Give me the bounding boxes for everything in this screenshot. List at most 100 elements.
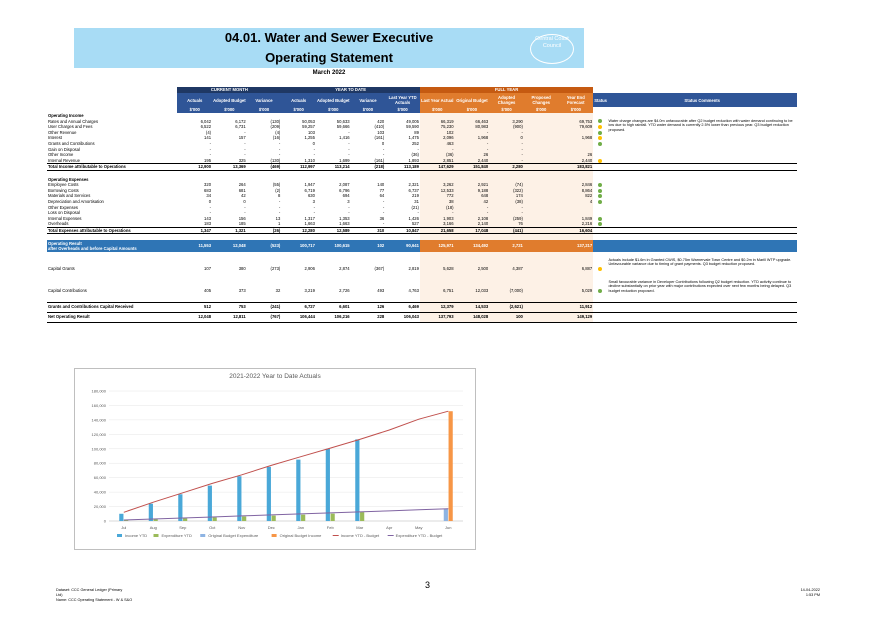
cell-value: 463 xyxy=(419,140,455,147)
cell-value: (18) xyxy=(419,204,455,211)
cell-value: (26) xyxy=(246,226,282,235)
footer-line: Ltd) xyxy=(56,593,63,597)
row-label: Total Expenses attributable to Operation… xyxy=(47,226,178,235)
cell-value: 11,553 xyxy=(177,240,213,253)
header-spacer xyxy=(593,107,797,113)
cell-value: 143 xyxy=(204,215,212,221)
amber-status-icon xyxy=(598,158,603,163)
cell-value: - xyxy=(382,204,385,210)
table-row: Internal Revenue 195 325 (130) 1,310 1,699 (16… xyxy=(47,157,797,164)
cell-value: 42 xyxy=(241,193,246,199)
bar-income-ytd xyxy=(325,448,330,521)
cell-value: 50,053 xyxy=(302,118,315,124)
cell-value xyxy=(523,182,559,188)
header-spacer xyxy=(47,93,178,107)
status-cell xyxy=(593,240,608,253)
status-cell xyxy=(593,158,607,164)
column-header: Actuals xyxy=(177,93,213,107)
table-row: User Charges and Fees 6,522 6,731 (209) 59,2… xyxy=(47,124,797,130)
row-label: Total Income attributable to Operations xyxy=(47,163,178,171)
status-comment xyxy=(607,311,797,323)
cell-value: - xyxy=(244,129,246,135)
cell-value: - xyxy=(209,210,212,216)
cell-value: 16,604 xyxy=(558,226,594,235)
green-status-icon xyxy=(598,199,603,204)
footer-time: 1:53 PM xyxy=(805,593,820,597)
cell-value: 1 xyxy=(277,221,281,227)
cell-value: 103 xyxy=(307,129,315,135)
cell-value: 2,721 xyxy=(489,240,524,253)
cell-value: 2,321 xyxy=(408,182,419,188)
report-title: 04.01. Water and Sewer Executive xyxy=(224,30,434,45)
cell-value: (322) xyxy=(489,187,524,194)
column-unit: $'000 xyxy=(212,107,247,113)
cell-value: - xyxy=(454,140,490,147)
status-cell xyxy=(593,301,608,313)
cell-value: 1,347 xyxy=(177,226,213,235)
cell-value: (410) xyxy=(374,124,385,130)
table-row: Other Income - - - - - - (36) (36) 26-26 xyxy=(47,152,797,158)
column-unit: $'000 xyxy=(385,107,420,113)
cell-value: 325 xyxy=(238,157,246,163)
cell-value: 12,379 xyxy=(419,301,455,313)
cell-value xyxy=(523,124,559,130)
cell-value: (38) xyxy=(489,198,524,205)
row-label: Employee Costs xyxy=(48,182,79,188)
cell-value: - xyxy=(489,146,524,153)
cell-value xyxy=(419,233,455,241)
cell-value: - xyxy=(417,210,419,216)
cell-value: 753 xyxy=(212,301,247,313)
green-status-icon xyxy=(598,119,603,124)
cell-value: 3,219 xyxy=(304,287,315,293)
cell-value: 183,821 xyxy=(558,163,594,171)
cell-value: 12,048 xyxy=(212,240,247,253)
line-income-ytd-budget xyxy=(123,410,449,513)
cell-value: 694 xyxy=(342,193,350,199)
cell-value: 100,615 xyxy=(315,240,351,253)
cell-value: - xyxy=(278,140,281,146)
cell-value: 1,255 xyxy=(304,135,315,141)
chart-title: 2021-2022 Year to Date Actuals xyxy=(229,373,321,380)
status-cell xyxy=(593,163,608,171)
legend-swatch xyxy=(200,534,206,537)
row-label: Internal Revenue xyxy=(48,157,80,163)
cell-value: 6,887 xyxy=(558,257,594,280)
y-tick-label: 120,000 xyxy=(92,432,107,437)
cell-value xyxy=(523,163,559,171)
row-label: Borrowing Costs xyxy=(48,187,79,193)
table-row: Overheads 183 185 1 1,663 1,663 - 527 3,166 2,140… xyxy=(47,221,797,228)
legend-label: Income YTD - Budget xyxy=(341,533,380,538)
cell-value: 373 xyxy=(238,287,246,293)
table-row: Operating Expenses xyxy=(47,176,797,183)
table-row: Depreciation and Amortisation 0 0-3 3-31 38 4… xyxy=(47,198,797,205)
cell-value: 3,290 xyxy=(489,118,524,125)
cell-value: 59,590 xyxy=(406,124,419,130)
row-label: Grants and Contributions xyxy=(48,140,95,146)
cell-value xyxy=(523,198,559,205)
cell-value: 1,353 xyxy=(339,215,350,221)
cell-value: (36) xyxy=(419,152,455,158)
bar-expenditure-ytd xyxy=(153,519,158,521)
cell-value: 113,189 xyxy=(385,163,420,171)
cell-value xyxy=(523,176,559,183)
cell-value: - xyxy=(278,204,281,210)
cell-value: 1,903 xyxy=(419,215,455,222)
cell-value: 2,500 xyxy=(454,257,490,280)
cell-value: - xyxy=(489,157,524,164)
cell-value: - xyxy=(417,146,419,152)
cell-value: 5,628 xyxy=(419,257,455,280)
x-tick-label: Apr xyxy=(386,525,393,530)
cell-value: 5,029 xyxy=(558,279,594,303)
status-comment xyxy=(607,163,797,171)
bar-income-ytd xyxy=(237,476,242,521)
cell-value: 252 xyxy=(411,140,419,146)
cell-value: 50,633 xyxy=(336,118,350,124)
cell-value: 1,968 xyxy=(558,135,594,141)
cell-value: 681 xyxy=(238,187,246,193)
y-tick-label: 60,000 xyxy=(94,475,107,480)
table-row: Rates and Annual Charges 6,042 6,172 (130) 5… xyxy=(47,118,797,132)
green-status-icon xyxy=(598,183,603,188)
cell-value: 2,280 xyxy=(489,163,524,171)
legend-label: Original Budget Income xyxy=(280,533,323,538)
green-status-icon xyxy=(598,216,603,221)
